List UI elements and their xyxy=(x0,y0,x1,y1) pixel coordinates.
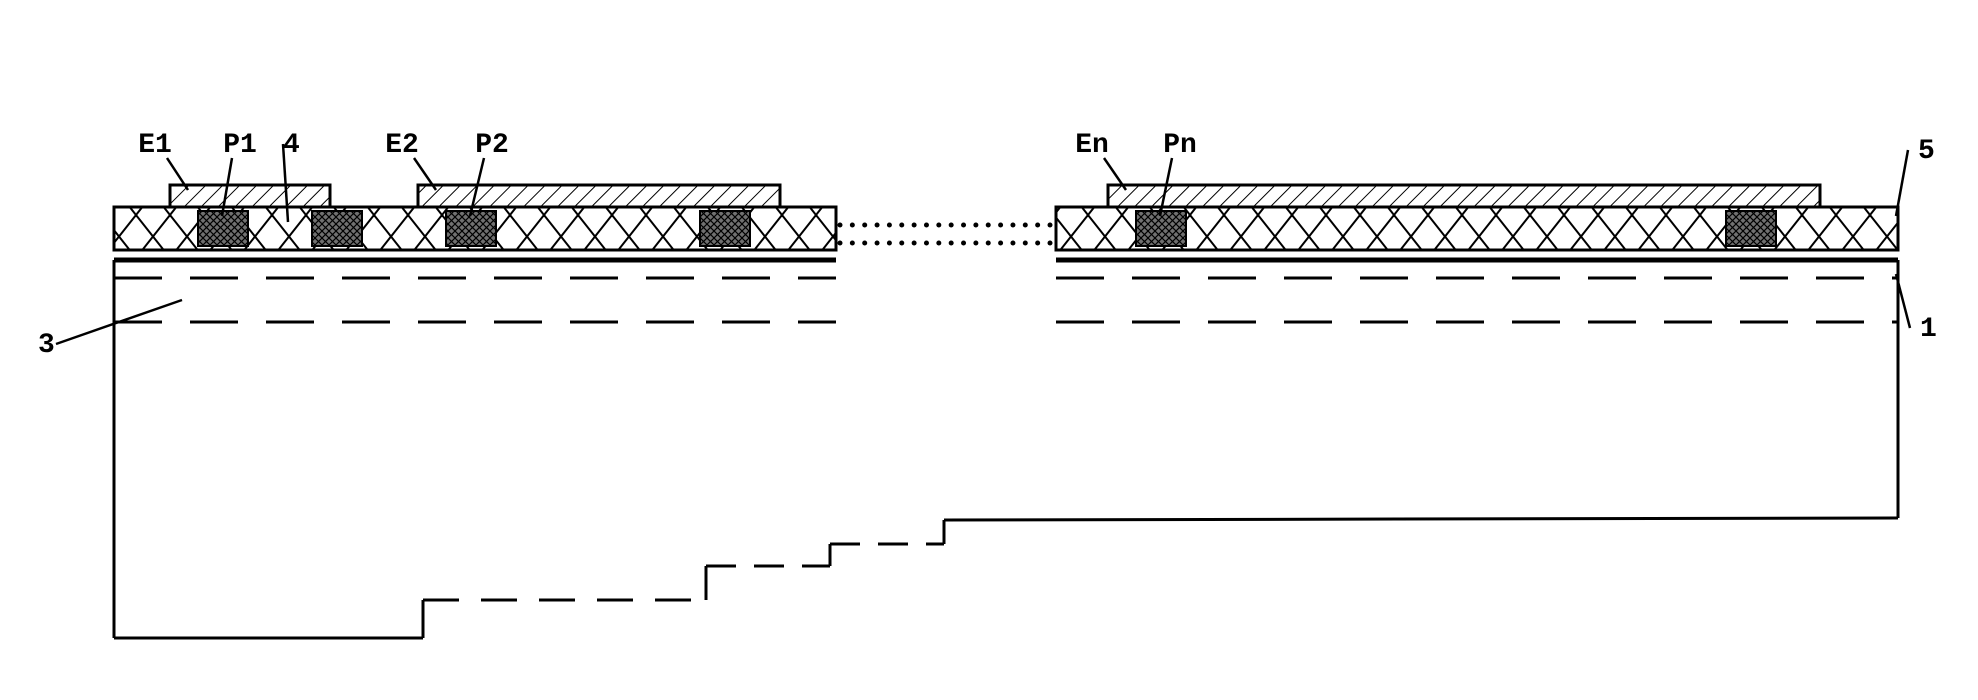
callout-num5: 5 xyxy=(1896,136,1935,216)
diagram-stage: E1 P1 E2 P2 En Pn 4 5 1 3 xyxy=(0,0,1978,700)
callout-text-num3: 3 xyxy=(38,330,55,361)
label-e-g1: E1 xyxy=(138,130,172,161)
electrode-gn xyxy=(1108,185,1820,207)
substrate-body xyxy=(114,260,1898,638)
pad-gn-1 xyxy=(1136,211,1186,246)
callout-num3: 3 xyxy=(38,300,182,361)
electrode-g1 xyxy=(170,185,330,207)
callout-text-num1: 1 xyxy=(1920,314,1937,345)
label-e-gn: En xyxy=(1075,130,1109,161)
pad-g2-2 xyxy=(700,211,750,246)
label-e-g2: E2 xyxy=(385,130,419,161)
callout-num1: 1 xyxy=(1896,274,1937,345)
callout-text-num5: 5 xyxy=(1918,136,1935,167)
pad-g2-1 xyxy=(446,211,496,246)
callout-text-num4: 4 xyxy=(283,130,300,161)
crosshatch-layer xyxy=(114,207,1898,250)
ellipsis-dots xyxy=(838,223,1053,246)
pad-gn-2 xyxy=(1726,211,1776,246)
label-p-g1: P1 xyxy=(223,130,257,161)
label-p-g2: P2 xyxy=(475,130,509,161)
pad-g1-2 xyxy=(312,211,362,246)
label-p-gn: Pn xyxy=(1163,130,1197,161)
pad-g1-1 xyxy=(198,211,248,246)
